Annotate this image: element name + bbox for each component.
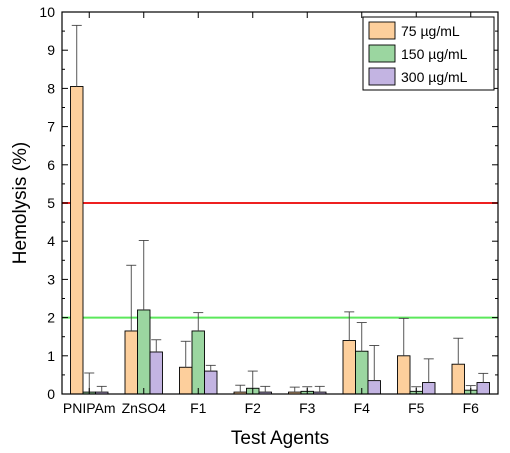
bar [476, 382, 490, 395]
y-tick-label: 4 [47, 233, 55, 249]
error-bars [71, 24, 489, 393]
reference-lines [62, 202, 498, 319]
bar [179, 366, 193, 395]
bar [70, 86, 84, 395]
legend-label: 75 µg/mL [401, 23, 460, 39]
y-tick-label: 8 [47, 80, 55, 96]
y-axis-title: Hemolysis (%) [10, 142, 31, 264]
x-axis-title: Test Agents [231, 428, 329, 449]
y-tick-label: 0 [47, 386, 55, 402]
x-axis-ticks: PNIPAm ZnSO4 F1 F2 F3 F4 F5 F6 [63, 12, 479, 416]
legend: 75 µg/mL 150 µg/mL 300 µg/mL [362, 16, 495, 91]
x-tick-label: ZnSO4 [122, 400, 167, 416]
x-tick-label: F6 [463, 400, 480, 416]
y-tick-label: 2 [47, 310, 55, 326]
bar [191, 330, 205, 395]
y-tick-label: 5 [47, 195, 55, 211]
x-tick-label: F4 [354, 400, 371, 416]
y-tick-label: 6 [47, 157, 55, 173]
legend-swatch [368, 44, 396, 63]
bars [70, 86, 490, 395]
bar [422, 382, 436, 395]
x-tick-label: PNIPAm [63, 400, 116, 416]
legend-swatch [368, 21, 396, 40]
bar [342, 340, 356, 395]
bar [367, 380, 381, 395]
y-tick-label: 10 [39, 4, 55, 20]
x-tick-label: F5 [408, 400, 425, 416]
bar [124, 330, 138, 395]
legend-label: 150 µg/mL [401, 46, 468, 62]
bar [204, 370, 218, 395]
bar [149, 351, 163, 395]
y-tick-label: 1 [47, 348, 55, 364]
bar [355, 350, 369, 395]
y-tick-label: 9 [47, 42, 55, 58]
y-tick-label: 3 [47, 271, 55, 287]
x-tick-label: F2 [245, 400, 262, 416]
x-tick-label: F3 [299, 400, 316, 416]
legend-swatch [368, 67, 396, 86]
y-axis-ticks: 0 1 2 3 4 5 6 7 8 9 10 [39, 4, 498, 402]
y-tick-label: 7 [47, 119, 55, 135]
bar [451, 363, 465, 395]
bar [137, 309, 151, 395]
legend-label: 300 µg/mL [401, 69, 468, 85]
bar [397, 355, 411, 395]
x-tick-label: F1 [190, 400, 207, 416]
